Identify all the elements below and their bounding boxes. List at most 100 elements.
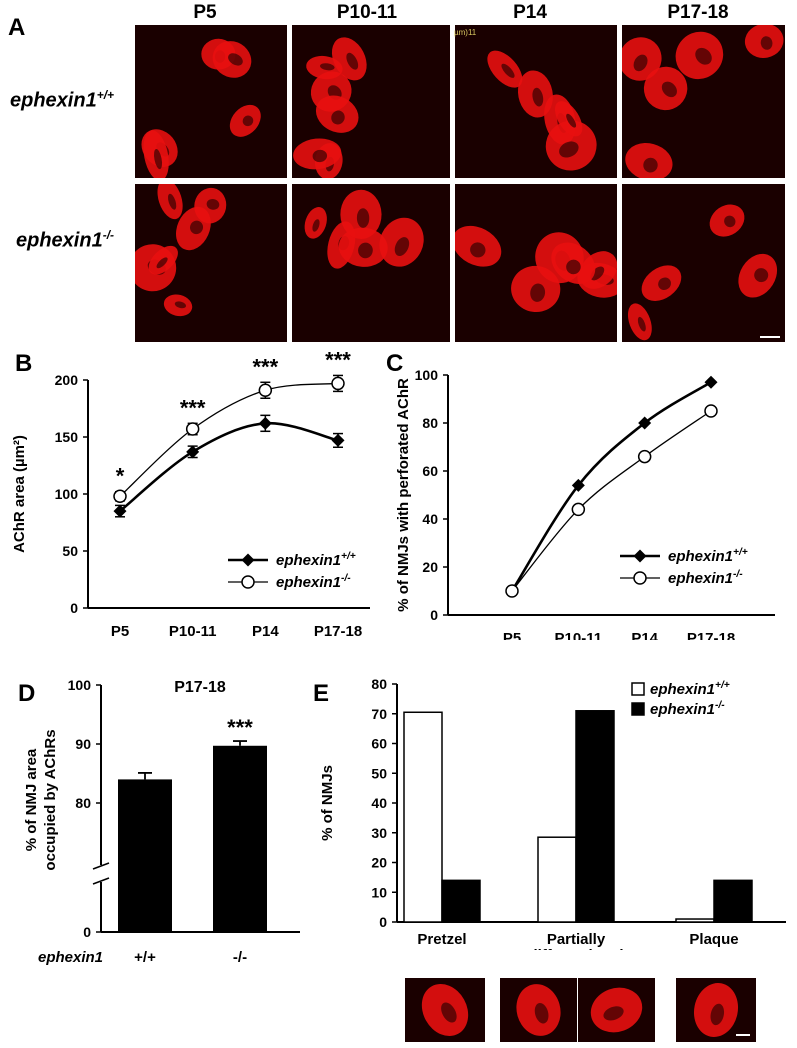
chart-e-bar xyxy=(713,879,753,923)
chart-d-y-tick-label: 80 xyxy=(75,795,91,811)
micrograph-overlay-text: µm)11 xyxy=(454,28,477,37)
chart-d-y-axis-label: % of NMJ area occupied by AChRs xyxy=(23,729,59,870)
achr-perforation xyxy=(566,259,581,275)
chart-c-legend-circle xyxy=(633,571,647,585)
achr-perforation xyxy=(532,87,544,107)
chart-c-y-tick-label: 20 xyxy=(422,559,438,575)
chart-c-legend-label: ephexin1-/- xyxy=(668,569,743,587)
chart-e-y-tick-label: 10 xyxy=(371,884,387,900)
chart-b-point-diamond xyxy=(113,504,127,518)
chart-e-y-tick-label: 70 xyxy=(371,706,387,722)
achr-perforation xyxy=(174,301,187,309)
chart-c-point-circle xyxy=(704,404,718,418)
chart-c-y-axis-label: % of NMJs with perforated AChR xyxy=(395,378,412,612)
chart-d-title: P17-18 xyxy=(174,679,226,696)
micrograph-ko-p14 xyxy=(455,184,617,342)
chart-b-point-diamond xyxy=(331,433,345,447)
chart-c-y-tick-label: 60 xyxy=(422,463,438,479)
chart-e-y-axis-label: % of NMJs xyxy=(319,765,336,841)
achr-perforation xyxy=(312,149,328,163)
chart-b-achr-area: 0 50 100 150 200 P5 P10-11 P14 P17-18 AChR area (… xyxy=(11,347,370,640)
chart-b-y-tick-label: 200 xyxy=(55,372,79,388)
chart-e-nmj-morphology: 0 10 20 30 40 50 60 70 80 % of NMJs Pretzel Partial… xyxy=(319,676,786,950)
chart-d-bar xyxy=(213,745,267,932)
micrograph-render xyxy=(500,978,577,1042)
micrograph-wt-p5 xyxy=(135,25,287,178)
chart-b-y-tick-label: 150 xyxy=(55,429,79,445)
col-header-p10-11: P10-11 xyxy=(336,2,398,23)
chart-b-y-tick-label: 0 xyxy=(70,600,78,616)
micrograph-ko-p10-11 xyxy=(292,184,450,342)
panel-letter-e: E xyxy=(313,680,330,707)
chart-b-point-circle xyxy=(331,376,345,391)
chart-b-significance: *** xyxy=(180,395,206,420)
achr-perforation xyxy=(695,47,712,65)
chart-b-point-diamond xyxy=(258,416,272,430)
chart-b-series-line xyxy=(119,382,339,497)
chart-b-legend-circle xyxy=(241,575,255,589)
achr-perforation xyxy=(206,198,220,210)
chart-c-point-diamond xyxy=(571,478,585,492)
achr-perforation xyxy=(501,63,515,78)
chart-e-legend-label: ephexin1-/- xyxy=(650,700,725,718)
chart-d-category-axis-label: ephexin1 xyxy=(38,949,103,966)
chart-b-legend-label: ephexin1-/- xyxy=(276,573,351,591)
achr-perforation xyxy=(358,242,373,259)
chart-e-bar xyxy=(403,711,443,923)
achr-perforation xyxy=(190,220,204,235)
micrograph-render xyxy=(676,978,756,1042)
chart-c-x-tick-label: P5 xyxy=(503,630,521,640)
chart-e-y-tick-label: 0 xyxy=(379,914,387,930)
chart-b-legend-diamond xyxy=(241,553,255,567)
chart-b-x-tick-label: P17-18 xyxy=(314,623,362,640)
chart-e-y-tick-label: 40 xyxy=(371,795,387,811)
col-header-p5: P5 xyxy=(193,2,217,23)
example-partial-image-2 xyxy=(578,978,655,1042)
col-header-p14: P14 xyxy=(513,2,547,23)
chart-d-x-tick-label: -/- xyxy=(233,949,247,966)
chart-c-y-tick-label: 40 xyxy=(422,511,438,527)
achr-perforation xyxy=(566,113,577,128)
achr-perforation xyxy=(394,237,410,257)
achr-perforation xyxy=(710,1003,725,1026)
chart-e-bar xyxy=(575,710,615,923)
panel-letter-d: D xyxy=(18,680,36,707)
chart-b-y-axis-label: AChR area (µm²) xyxy=(11,435,28,553)
achr-perforation xyxy=(242,115,254,127)
achr-perforation xyxy=(356,208,370,228)
row-label-wildtype: ephexin1+/+ xyxy=(10,88,115,112)
chart-c-x-tick-label: P10-11 xyxy=(555,630,603,640)
chart-b-legend-label: ephexin1+/+ xyxy=(276,551,356,569)
chart-b-significance: *** xyxy=(252,354,278,379)
micrograph-ko-p17-18 xyxy=(622,184,785,342)
chart-e-legend-label: ephexin1+/+ xyxy=(650,680,730,698)
chart-e-x-tick-label: Partially xyxy=(547,931,606,948)
micrograph-render xyxy=(405,978,485,1042)
achr-perforation xyxy=(320,63,335,71)
chart-b-x-tick-label: P14 xyxy=(252,623,279,640)
scale-bar-e xyxy=(736,1034,750,1036)
micrograph-render xyxy=(135,25,287,178)
chart-c-perforated-nmjs: 0 20 40 60 80 100 P5 P10-11 P14 P17-18 % of NMJs w… xyxy=(395,367,775,640)
panel-letter-c: C xyxy=(386,350,404,377)
achr-perforation xyxy=(661,81,677,98)
col-header-p17-18: P17-18 xyxy=(667,2,729,23)
achr-perforation xyxy=(156,257,168,269)
achr-perforation xyxy=(658,277,671,290)
chart-b-point-diamond xyxy=(186,445,200,459)
chart-d-bar xyxy=(118,779,172,932)
chart-e-legend-swatch xyxy=(631,682,645,696)
chart-b-y-tick-label: 50 xyxy=(62,543,78,559)
micrograph-render xyxy=(455,25,617,178)
chart-e-bar xyxy=(675,918,715,923)
chart-b-y-tick-label: 100 xyxy=(55,486,79,502)
achr-perforation xyxy=(633,54,648,72)
chart-d-y-tick-label: 100 xyxy=(68,677,92,693)
chart-e-x-tick-label: Pretzel xyxy=(417,931,466,948)
achr-perforation xyxy=(603,1006,624,1021)
chart-c-x-tick-label: P17-18 xyxy=(687,630,735,640)
chart-d-axis-break xyxy=(92,877,110,885)
chart-c-y-tick-label: 0 xyxy=(430,607,438,623)
chart-c-series-line xyxy=(510,381,712,592)
achr-perforation xyxy=(346,52,359,70)
